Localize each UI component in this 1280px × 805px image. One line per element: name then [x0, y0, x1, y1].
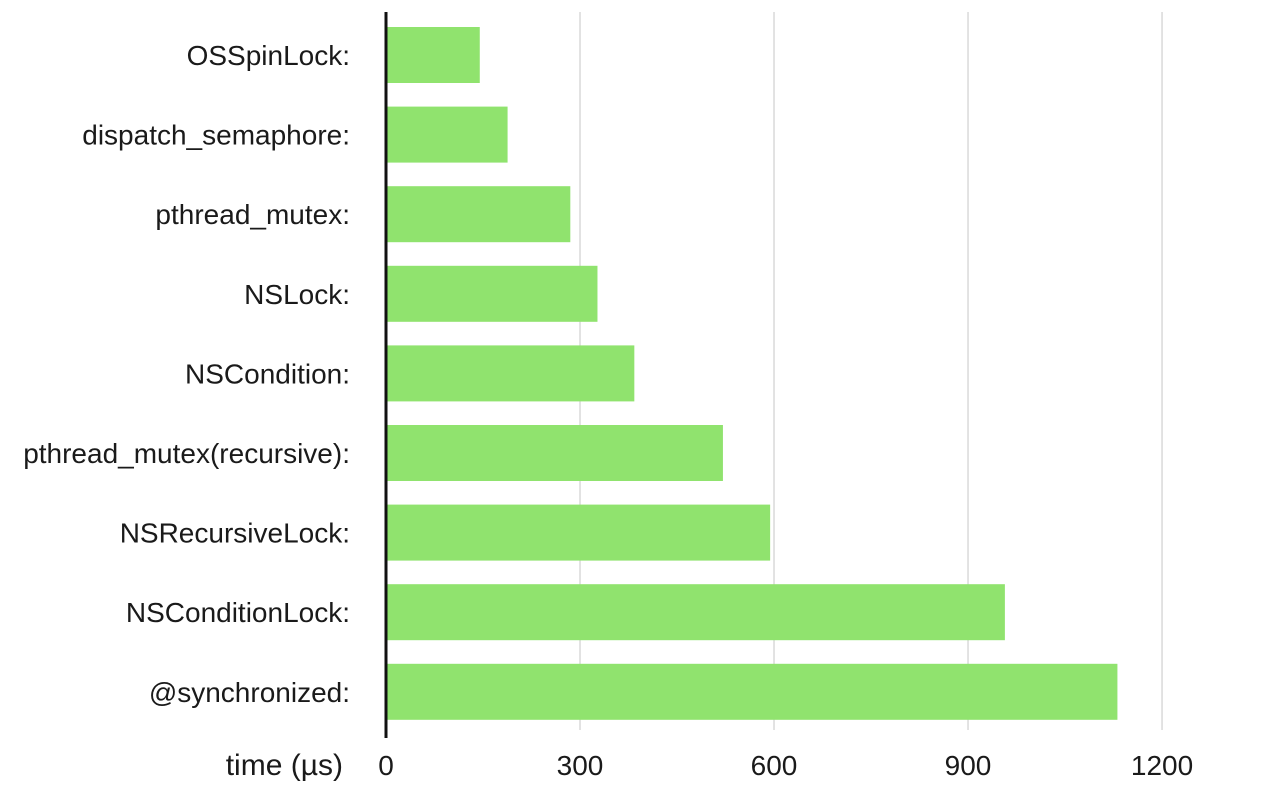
category-label-5: pthread_mutex(recursive): [23, 438, 350, 469]
category-label-3: NSLock: [244, 279, 350, 310]
category-label-layer: OSSpinLock: dispatch_semaphore: pthread_mu… [23, 40, 350, 708]
x-tick-label-600: 600 [751, 750, 798, 781]
bar-6 [386, 504, 771, 561]
bar-7 [386, 584, 1005, 641]
category-label-7: NSConditionLock: [126, 597, 350, 628]
x-tick-label-900: 900 [945, 750, 992, 781]
bar-4 [386, 345, 635, 402]
x-tick-label-300: 300 [557, 750, 604, 781]
bar-0 [386, 27, 480, 83]
bar-layer [386, 27, 1118, 720]
bar-2 [386, 186, 571, 243]
category-label-8: @synchronized: [149, 677, 350, 708]
category-label-0: OSSpinLock: [187, 40, 350, 71]
bar-3 [386, 265, 598, 322]
bar-5 [386, 425, 723, 481]
category-label-6: NSRecursiveLock: [120, 518, 350, 549]
bar-8 [386, 663, 1118, 720]
x-tick-label-layer: 0 300 600 900 1200 [378, 750, 1193, 781]
category-label-4: NSCondition: [185, 358, 350, 389]
x-tick-label-1200: 1200 [1131, 750, 1193, 781]
x-tick-label-0: 0 [378, 750, 394, 781]
bar-1 [386, 106, 508, 163]
x-axis-title: time (µs) [226, 749, 343, 782]
category-label-1: dispatch_semaphore: [82, 120, 350, 151]
category-label-2: pthread_mutex: [155, 199, 350, 230]
